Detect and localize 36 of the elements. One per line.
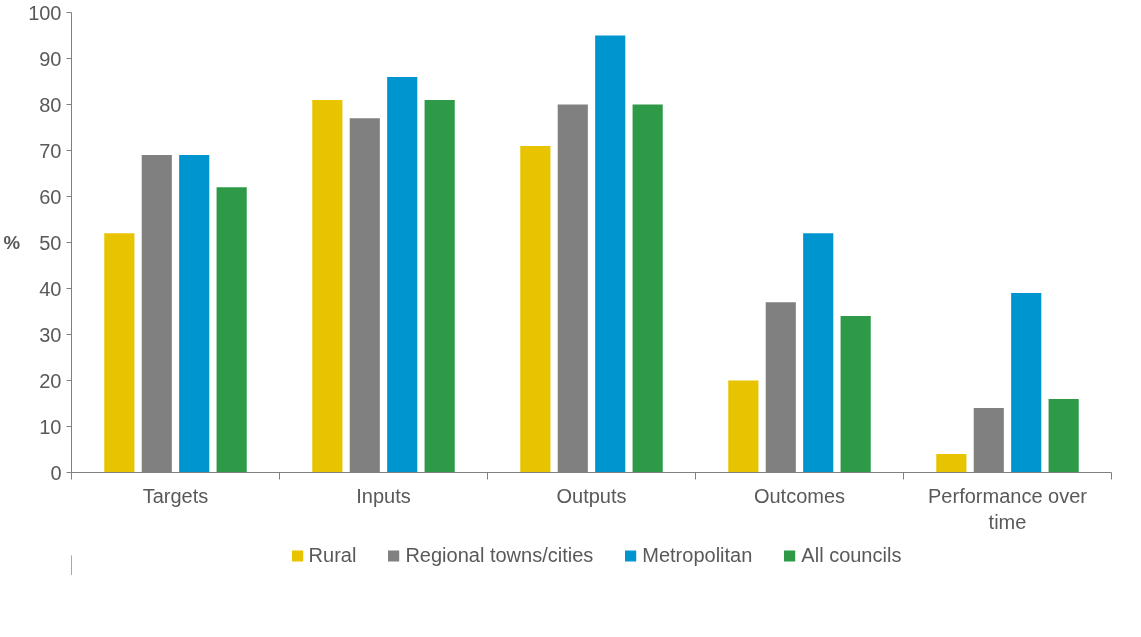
y-axis-title: % [3,232,21,253]
bar [520,145,551,473]
legend-label: Metropolitan [642,543,753,567]
y-tick-label: 50 [39,231,62,254]
y-tick-label: 10 [39,415,62,438]
bar [1048,398,1079,473]
bar [840,316,871,473]
x-tick-label: Outcomes [753,484,846,507]
legend-label: Rural [308,543,357,567]
y-tick-label: 90 [39,47,62,70]
bar [728,380,759,473]
y-tick-label: 70 [39,139,62,162]
bar [632,104,663,473]
x-tick-label: Targets [142,484,209,507]
bar [312,99,343,473]
y-tick-label: 20 [39,369,62,392]
legend-label: Regional towns/cities [405,543,594,567]
bar [424,99,455,473]
y-tick-label: 0 [50,461,62,484]
x-tick-label: Inputs [356,484,411,507]
bar [216,187,247,473]
y-tick-label: 100 [28,1,62,24]
y-tick-label: 40 [39,277,62,300]
bar [179,155,210,473]
y-tick-label: 80 [39,93,62,116]
legend-label: All councils [801,543,902,567]
bar [1011,293,1042,473]
y-tick-label: 60 [39,185,62,208]
bar [595,35,626,473]
bar [387,76,418,473]
y-tick-label: 30 [39,323,62,346]
x-tick-label: Performance over time [928,484,1088,533]
x-tick-label: Outputs [556,484,627,507]
bar [936,454,967,473]
bar [104,233,135,473]
bar [803,233,834,473]
